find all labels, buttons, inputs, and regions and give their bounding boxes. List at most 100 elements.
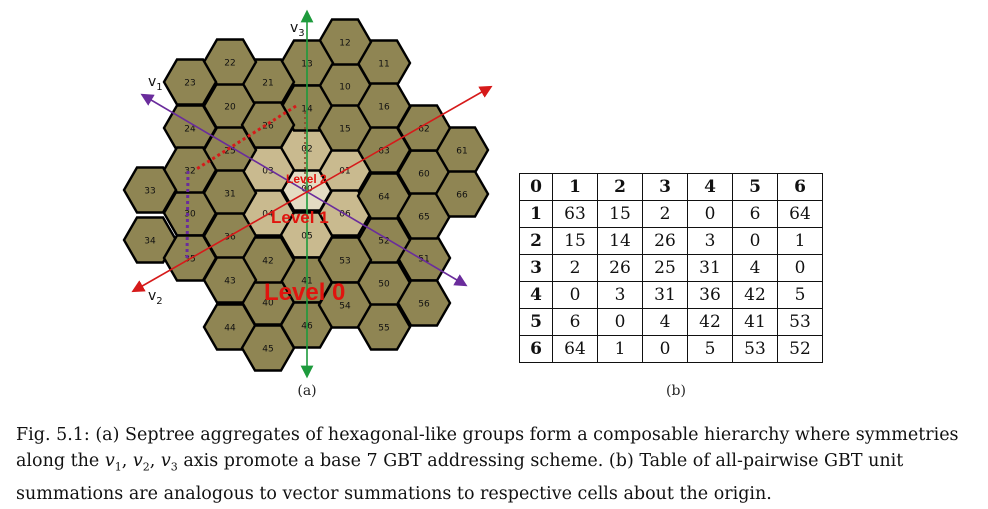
table-cell: 6 xyxy=(732,200,778,228)
table-row: 1 63 15 2 0 6 64 xyxy=(519,200,823,228)
table-cell: 15 xyxy=(552,227,598,255)
table-cell: 4 xyxy=(642,308,688,336)
hex-cell-label: 33 xyxy=(144,187,155,197)
table-cell: 3 xyxy=(597,281,643,309)
table-cell: 31 xyxy=(642,281,688,309)
table-cell: 42 xyxy=(732,281,778,309)
table-cell: 6 xyxy=(552,308,598,336)
hexagon-diagram: 0001020304050610111213141516202122232425… xyxy=(122,9,686,399)
level-0-label: Level 0 xyxy=(264,279,345,306)
v1-axis-label: v1 xyxy=(148,74,163,93)
table-cell: 0 xyxy=(552,281,598,309)
table-row-header: 1 xyxy=(519,200,553,228)
table-cell: 26 xyxy=(642,227,688,255)
table-cell: 25 xyxy=(642,254,688,282)
hex-cell-label: 10 xyxy=(339,83,351,93)
table-cell: 15 xyxy=(597,200,643,228)
table-row: 5 6 0 4 42 41 53 xyxy=(519,308,823,336)
table-row-header: 6 xyxy=(519,335,553,363)
table-corner-cell: 0 xyxy=(519,173,553,201)
table-row-header: 5 xyxy=(519,308,553,336)
table-cell: 63 xyxy=(552,200,598,228)
v3-axis-label: v3 xyxy=(290,20,305,39)
table-row: 6 64 1 0 5 53 52 xyxy=(519,335,823,363)
table-cell: 42 xyxy=(687,308,733,336)
hex-cell-label: 61 xyxy=(456,147,467,157)
table-header-cell: 6 xyxy=(777,173,823,201)
table-row: 3 2 26 25 31 4 0 xyxy=(519,254,823,282)
table-cell: 5 xyxy=(687,335,733,363)
hex-cell-label: 60 xyxy=(418,170,430,180)
hex-cell-label: 56 xyxy=(418,300,430,310)
table-cell: 0 xyxy=(777,254,823,282)
hex-cell-label: 31 xyxy=(224,190,235,200)
table-cell: 41 xyxy=(732,308,778,336)
hex-cell-label: 34 xyxy=(144,237,156,247)
table-header-cell: 2 xyxy=(597,173,643,201)
hex-cell-label: 62 xyxy=(418,125,429,135)
panel-b-label: (b) xyxy=(666,383,686,399)
hex-cell-label: 45 xyxy=(262,345,273,355)
hex-cell-label: 50 xyxy=(378,280,390,290)
hex-cell-label: 21 xyxy=(262,79,273,89)
hex-cell-label: 44 xyxy=(224,324,236,334)
table-cell: 64 xyxy=(552,335,598,363)
table-cell: 64 xyxy=(777,200,823,228)
hex-cell-label: 11 xyxy=(378,60,389,70)
gbt-summation-table: 0 1 2 3 4 5 6 1 63 15 2 0 6 64 2 15 14 26 3 0 1 3 2 26 25 31 4 0 4 0 3… xyxy=(519,173,823,363)
v2-axis xyxy=(131,85,493,293)
hex-cell-label: 55 xyxy=(378,324,389,334)
table-cell: 36 xyxy=(687,281,733,309)
v2-axis-label: v2 xyxy=(148,288,163,307)
table-cell: 31 xyxy=(687,254,733,282)
table-row: 4 0 3 31 36 42 5 xyxy=(519,281,823,309)
hex-cell-55 xyxy=(356,303,412,351)
level-1-label: Level 1 xyxy=(271,208,329,227)
hex-cell-label: 65 xyxy=(418,213,429,223)
table-header-cell: 5 xyxy=(732,173,778,201)
table-cell: 0 xyxy=(642,335,688,363)
table-header-cell: 3 xyxy=(642,173,688,201)
panel-a-label: (a) xyxy=(297,383,316,399)
table-cell: 2 xyxy=(552,254,598,282)
hex-cell-label: 66 xyxy=(456,191,468,201)
table-row-header: 4 xyxy=(519,281,553,309)
hex-cell-label: 12 xyxy=(339,39,350,49)
table-cell: 14 xyxy=(597,227,643,255)
hex-cell-label: 32 xyxy=(184,167,195,177)
table-cell: 53 xyxy=(777,308,823,336)
table-cell: 53 xyxy=(732,335,778,363)
table-cell: 0 xyxy=(597,308,643,336)
hex-cell-label: 20 xyxy=(224,103,236,113)
table-row: 2 15 14 26 3 0 1 xyxy=(519,227,823,255)
hex-cell-label: 22 xyxy=(224,59,235,69)
figure-caption: Fig. 5.1: (a) Septree aggregates of hexa… xyxy=(16,425,959,504)
dotted-path-purple xyxy=(185,169,190,259)
table-cell: 0 xyxy=(687,200,733,228)
hex-cell-label: 15 xyxy=(339,125,350,135)
table-cell: 1 xyxy=(597,335,643,363)
table-cell: 2 xyxy=(642,200,688,228)
hex-cell-label: 54 xyxy=(339,302,351,312)
table-cell: 5 xyxy=(777,281,823,309)
table-cell: 52 xyxy=(777,335,823,363)
table-cell: 1 xyxy=(777,227,823,255)
table-row-header: 3 xyxy=(519,254,553,282)
hex-cell-label: 23 xyxy=(184,79,195,89)
hex-cell-22 xyxy=(202,38,258,86)
table-cell: 26 xyxy=(597,254,643,282)
table-row-header: 2 xyxy=(519,227,553,255)
hex-cell-label: 42 xyxy=(262,257,273,267)
table-cell: 3 xyxy=(687,227,733,255)
hex-cell-label: 53 xyxy=(339,257,350,267)
hex-cell-label: 16 xyxy=(378,103,390,113)
hex-cell-label: 40 xyxy=(262,299,274,309)
level-2-label: Level 2 xyxy=(286,172,327,186)
hex-cell-label: 43 xyxy=(224,277,235,287)
table-header-cell: 4 xyxy=(687,173,733,201)
table-cell: 0 xyxy=(732,227,778,255)
dotted-path-red xyxy=(194,104,297,172)
table-cell: 4 xyxy=(732,254,778,282)
